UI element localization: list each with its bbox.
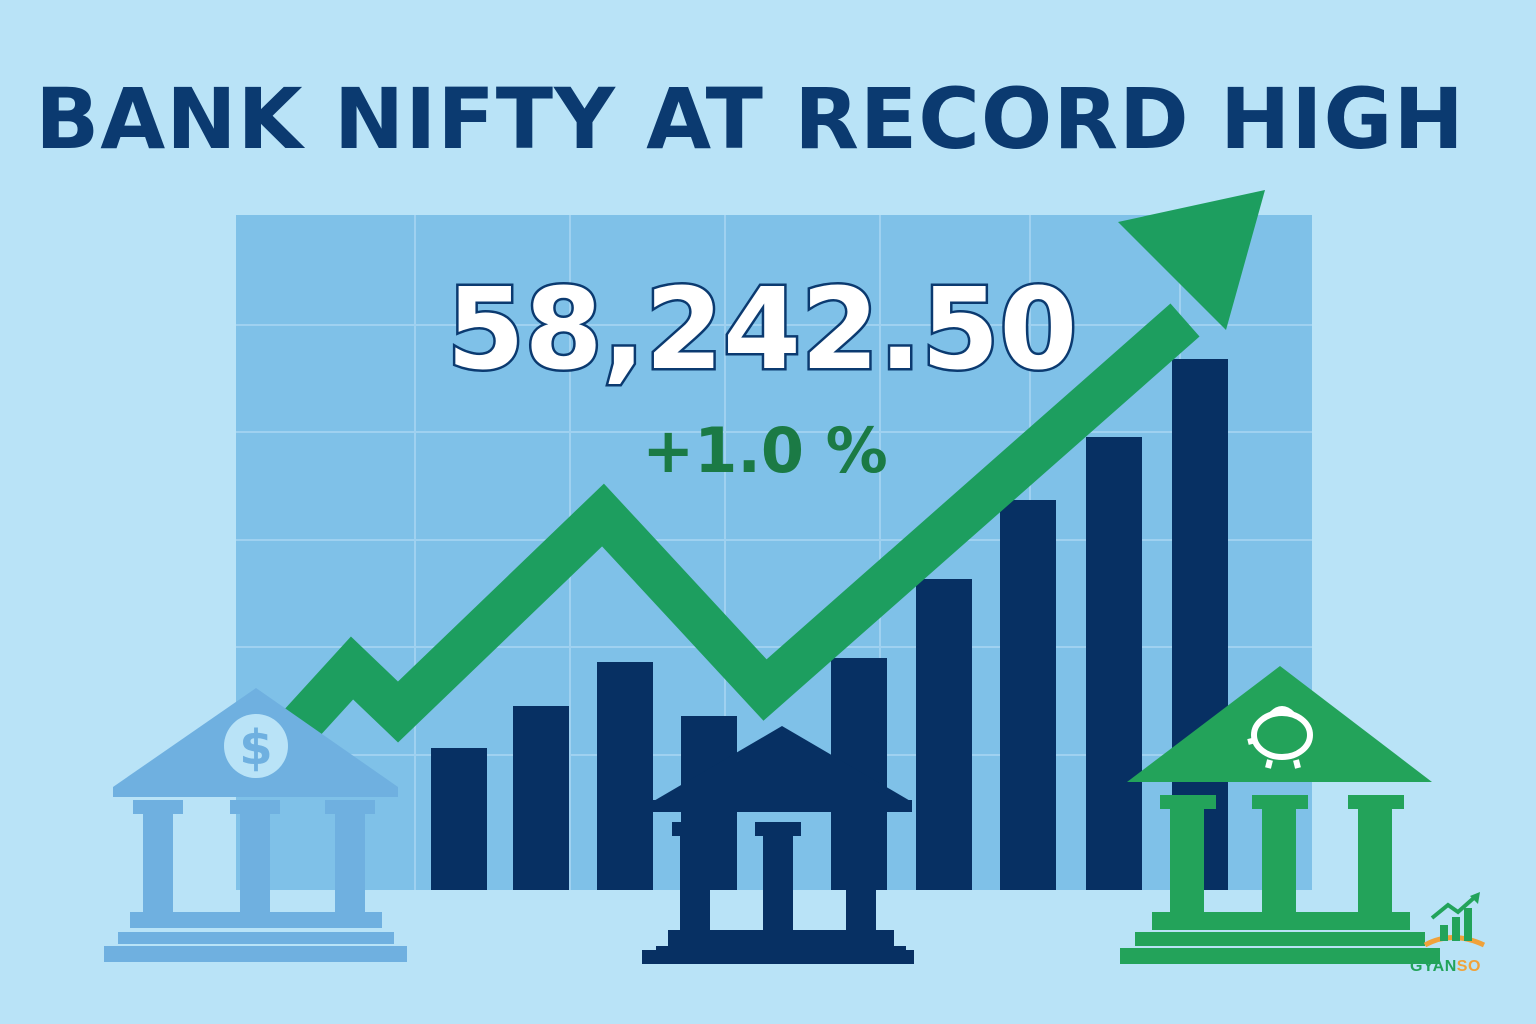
bank-building-icon: [642, 726, 914, 964]
bar: [1086, 437, 1142, 890]
bank-building-dollar-icon: $: [104, 688, 407, 962]
piggy-bank-icon: [1247, 706, 1313, 769]
bar: [431, 748, 487, 890]
bar: [916, 579, 972, 890]
bar: [1000, 500, 1056, 890]
bar: [597, 662, 653, 890]
change-percent: +1.0 %: [642, 414, 888, 487]
brand-name-part-2: SO: [1456, 958, 1481, 975]
trend-up-arrow-icon: [283, 190, 1265, 743]
headline: BANK NIFTY AT RECORD HIGH: [35, 70, 1465, 168]
index-value: 58,242.50: [447, 265, 1078, 395]
bar: [513, 706, 569, 890]
bank-building-piggy-bank-icon: [1120, 666, 1440, 964]
brand-logo-icon: [1423, 892, 1486, 948]
dollar-symbol: $: [239, 720, 272, 776]
brand-name-part-1: GYAN: [1410, 958, 1457, 975]
brand-name: GYANSO: [1410, 958, 1481, 976]
